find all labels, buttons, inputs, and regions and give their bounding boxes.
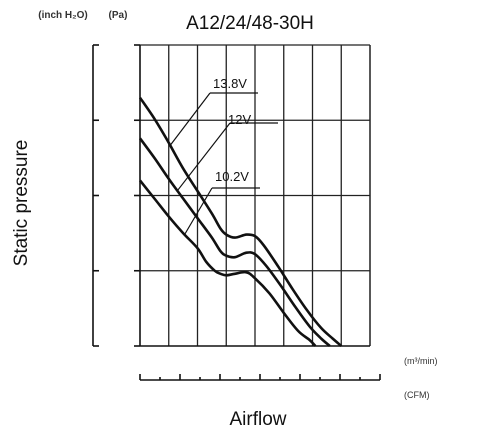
series-label-12V: 12V	[228, 112, 251, 127]
curve-13-8V	[138, 96, 343, 347]
chart-title: A12/24/48-30H	[186, 13, 314, 34]
curve-10-2V	[138, 179, 317, 347]
y-axes	[92, 44, 140, 347]
x-axes	[139, 374, 381, 381]
series-label-leader	[169, 92, 211, 146]
x-unit-cfm: (CFM)	[404, 390, 430, 400]
y-unit-pa: (Pa)	[109, 10, 128, 21]
series-label-leader	[184, 187, 213, 235]
curves	[138, 96, 343, 347]
y-unit-inch: (inch H₂O)	[38, 10, 87, 21]
series-label-13-8V: 13.8V	[213, 76, 247, 91]
series-label-10-2V: 10.2V	[215, 169, 249, 184]
x-unit-m3min: (m³/min)	[404, 356, 438, 366]
series-labels: 13.8V 12V 10.2V	[169, 76, 278, 235]
grid	[139, 44, 371, 347]
y-axis-label: Static pressure	[11, 140, 32, 267]
x-axis-label: Airflow	[229, 409, 286, 430]
series-label-leader	[176, 122, 231, 192]
curve-12V	[138, 137, 331, 347]
